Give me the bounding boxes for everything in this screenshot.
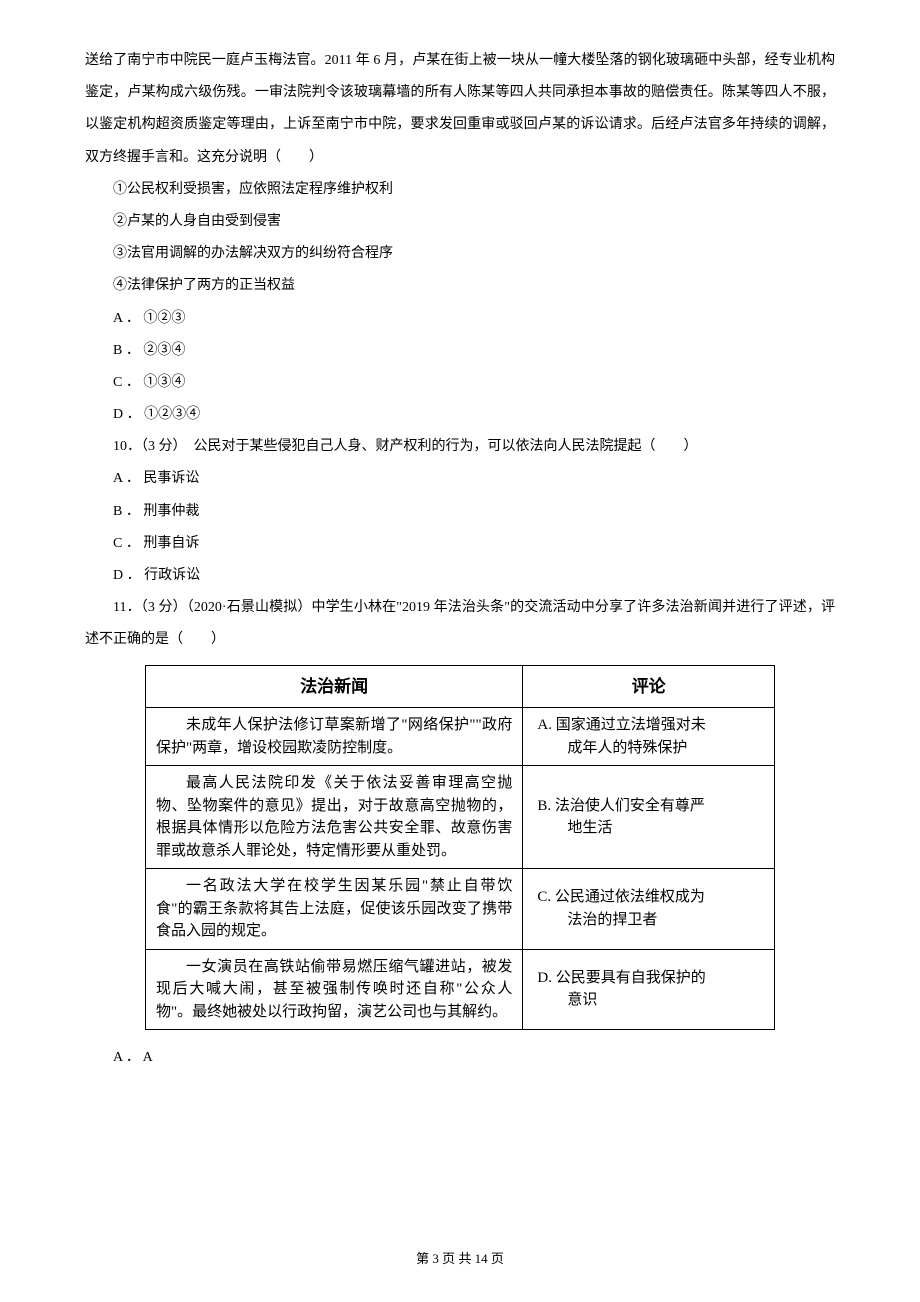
q9-option-a: A ． ①②③ (85, 303, 835, 335)
q11-option-a: A ． A (85, 1042, 835, 1074)
comment-text-c1: 公民通过依法维权成为 (555, 889, 705, 905)
q10-option-d: D ． 行政诉讼 (85, 560, 835, 592)
comment-cell-a: A. 国家通过立法增强对未 成年人的特殊保护 (523, 708, 775, 766)
statement-1: ①公民权利受损害，应依照法定程序维护权利 (85, 174, 835, 206)
comment-text-a1: 国家通过立法增强对未 (556, 717, 706, 733)
table-row: 最高人民法院印发《关于依法妥善审理高空抛物、坠物案件的意见》提出，对于故意高空抛… (146, 766, 775, 869)
q11-table: 法治新闻 评论 未成年人保护法修订草案新增了"网络保护""政府保护"两章，增设校… (145, 665, 775, 1031)
comment-cell-b: B. 法治使人们安全有尊严 地生活 (523, 766, 775, 869)
page-content: 送给了南宁市中院民一庭卢玉梅法官。2011 年 6 月，卢某在街上被一块从一幢大… (0, 0, 920, 1074)
q10-option-a: A ． 民事诉讼 (85, 463, 835, 495)
q9-option-d: D ． ①②③④ (85, 399, 835, 431)
intro-paragraph: 送给了南宁市中院民一庭卢玉梅法官。2011 年 6 月，卢某在街上被一块从一幢大… (85, 45, 835, 174)
comment-text-d2: 意识 (537, 989, 764, 1012)
q10-option-b: B ． 刑事仲裁 (85, 496, 835, 528)
comment-label-d: D. (537, 970, 552, 986)
table-row: 一女演员在高铁站偷带易燃压缩气罐进站，被发现后大喊大闹，甚至被强制传唤时还自称"… (146, 949, 775, 1030)
page-footer: 第 3 页 共 14 页 (0, 1248, 920, 1267)
comment-text-c2: 法治的捍卫者 (537, 909, 764, 932)
q10-stem: 10．（3 分） 公民对于某些侵犯自己人身、财产权利的行为，可以依法向人民法院提… (85, 431, 835, 463)
statement-4: ④法律保护了两方的正当权益 (85, 270, 835, 302)
comment-text-d1: 公民要具有自我保护的 (556, 970, 706, 986)
comment-cell-d: D. 公民要具有自我保护的 意识 (523, 949, 775, 1030)
q10-option-c: C ． 刑事自诉 (85, 528, 835, 560)
statement-3: ③法官用调解的办法解决双方的纠纷符合程序 (85, 238, 835, 270)
statement-2: ②卢某的人身自由受到侵害 (85, 206, 835, 238)
q9-option-c: C ． ①③④ (85, 367, 835, 399)
header-comment: 评论 (523, 665, 775, 708)
news-cell-a: 未成年人保护法修订草案新增了"网络保护""政府保护"两章，增设校园欺凌防控制度。 (146, 708, 523, 766)
comment-text-b2: 地生活 (537, 817, 764, 840)
comment-text-a2: 成年人的特殊保护 (537, 737, 764, 760)
news-cell-b: 最高人民法院印发《关于依法妥善审理高空抛物、坠物案件的意见》提出，对于故意高空抛… (146, 766, 523, 869)
table-row: 未成年人保护法修订草案新增了"网络保护""政府保护"两章，增设校园欺凌防控制度。… (146, 708, 775, 766)
comment-cell-c: C. 公民通过依法维权成为 法治的捍卫者 (523, 869, 775, 950)
q9-option-b: B ． ②③④ (85, 335, 835, 367)
comment-label-c: C. (537, 889, 551, 905)
news-cell-d: 一女演员在高铁站偷带易燃压缩气罐进站，被发现后大喊大闹，甚至被强制传唤时还自称"… (146, 949, 523, 1030)
table-row: 一名政法大学在校学生因某乐园"禁止自带饮食"的霸王条款将其告上法庭，促使该乐园改… (146, 869, 775, 950)
q11-stem: 11．（3 分）（2020·石景山模拟）中学生小林在"2019 年法治头条"的交… (85, 592, 835, 656)
news-cell-c: 一名政法大学在校学生因某乐园"禁止自带饮食"的霸王条款将其告上法庭，促使该乐园改… (146, 869, 523, 950)
q11-table-container: 法治新闻 评论 未成年人保护法修订草案新增了"网络保护""政府保护"两章，增设校… (145, 665, 775, 1031)
table-header-row: 法治新闻 评论 (146, 665, 775, 708)
comment-label-a: A. (537, 717, 552, 733)
comment-label-b: B. (537, 798, 551, 814)
header-news: 法治新闻 (146, 665, 523, 708)
comment-text-b1: 法治使人们安全有尊严 (555, 798, 705, 814)
